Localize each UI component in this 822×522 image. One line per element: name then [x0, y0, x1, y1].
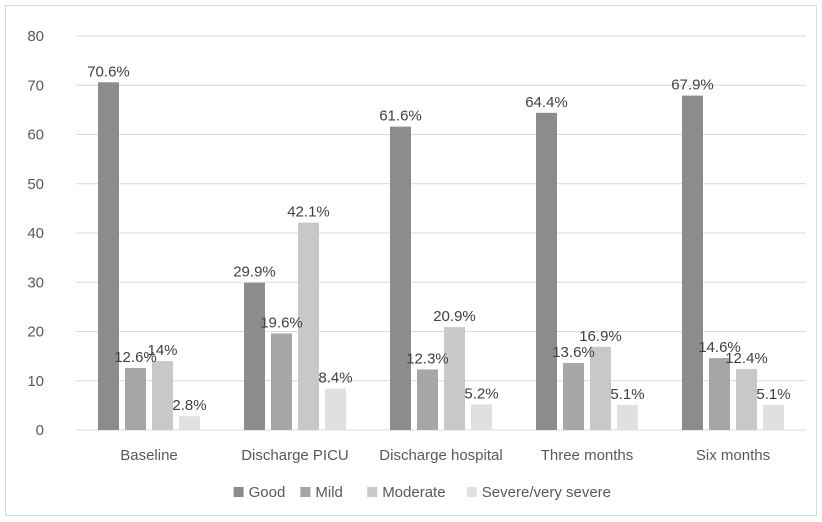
data-label: 14%	[147, 342, 177, 359]
data-label: 61.6%	[379, 108, 422, 125]
data-label: 29.9%	[233, 264, 276, 281]
x-tick-label: Discharge hospital	[379, 447, 502, 464]
chart-frame: 70.6% 12.6% 14% 2.8% 29.9% 19.6% 42.1% 8.4% 61.6…	[5, 5, 817, 516]
bar-good-3	[536, 112, 557, 430]
bars	[98, 82, 784, 431]
bar-good-2	[390, 126, 411, 431]
data-label: 5.2%	[464, 385, 498, 402]
bar-severe-very-severe-4	[763, 404, 784, 430]
x-tick-label: Discharge PICU	[241, 447, 349, 464]
data-label: 64.4%	[525, 94, 568, 111]
data-label: 8.4%	[318, 370, 352, 387]
bar-severe-very-severe-2	[471, 404, 492, 430]
bar-moderate-0	[152, 361, 173, 430]
bar-mild-3	[563, 363, 584, 430]
bar-good-4	[682, 95, 703, 430]
y-tick-label: 30	[27, 274, 44, 291]
legend-swatch	[367, 487, 378, 497]
data-label: 42.1%	[287, 204, 330, 221]
bar-mild-1	[271, 333, 292, 430]
legend-label: Severe/very severe	[482, 484, 611, 501]
data-label: 2.8%	[172, 397, 206, 414]
legend-label: Moderate	[382, 484, 445, 501]
bar-moderate-1	[298, 222, 319, 430]
data-label: 12.3%	[406, 350, 449, 367]
data-label: 19.6%	[260, 314, 303, 331]
y-tick-label: 70	[27, 77, 44, 94]
bar-severe-very-severe-1	[325, 388, 346, 430]
y-tick-label: 10	[27, 373, 44, 390]
data-label: 14.6%	[698, 339, 741, 356]
data-label: 20.9%	[433, 308, 476, 325]
legend-label: Good	[249, 484, 286, 501]
data-label: 13.6%	[552, 344, 595, 361]
legend-swatch	[233, 487, 244, 497]
gridlines	[76, 35, 806, 431]
bar-chart: 70.6% 12.6%14% 2.8% 29.9% 19.6% 42.1% 8.4% 61.6…	[27, 28, 806, 501]
legend-swatch	[466, 487, 477, 497]
bar-moderate-3	[590, 346, 611, 430]
data-label: 5.1%	[756, 386, 790, 403]
legend-swatch	[300, 487, 311, 497]
data-label: 67.9%	[671, 77, 714, 94]
bar-moderate-2	[444, 327, 465, 430]
y-tick-label: 0	[36, 422, 44, 439]
data-label: 70.6%	[87, 63, 130, 80]
data-labels: 70.6% 12.6%14% 2.8% 29.9% 19.6% 42.1% 8.4% 61.6…	[87, 63, 790, 414]
legend-label: Mild	[315, 484, 343, 501]
bar-mild-2	[417, 369, 438, 430]
y-tick-label: 20	[27, 324, 44, 341]
data-label: 12.4%	[725, 350, 768, 367]
y-tick-label: 80	[27, 28, 44, 45]
bar-good-0	[98, 82, 119, 431]
bar-severe-very-severe-0	[179, 416, 200, 430]
y-tick-label: 60	[27, 127, 44, 144]
bar-mild-0	[125, 367, 146, 430]
data-label: 12.6%	[114, 349, 157, 366]
data-label: 16.9%	[579, 328, 622, 345]
data-label: 5.1%	[610, 386, 644, 403]
bar-mild-4	[709, 358, 730, 430]
bar-good-1	[244, 282, 265, 430]
x-tick-label: Six months	[696, 447, 770, 464]
bar-severe-very-severe-3	[617, 404, 638, 430]
bar-moderate-4	[736, 368, 757, 430]
x-tick-label: Baseline	[120, 447, 178, 464]
x-tick-label: Three months	[541, 447, 634, 464]
y-tick-label: 40	[27, 225, 44, 242]
legend: Good Mild Moderate Severe/very severe	[233, 484, 611, 501]
y-tick-label: 50	[27, 176, 44, 193]
axes: 0 10 20 30 40 50 60 70 80 Baseline Discharge PICU D…	[27, 28, 770, 464]
